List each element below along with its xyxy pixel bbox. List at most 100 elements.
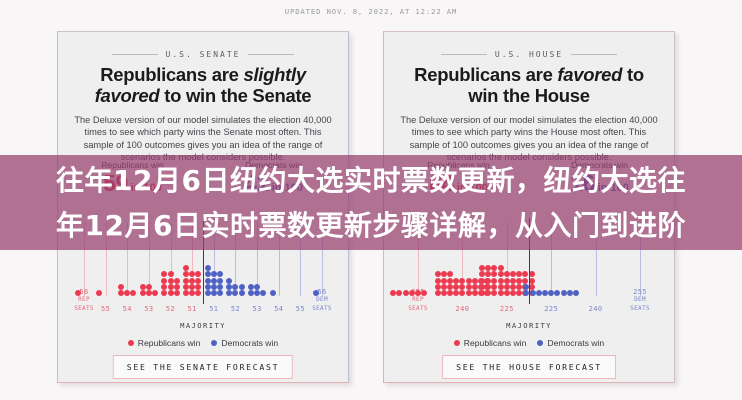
simulation-dot <box>204 290 211 296</box>
simulation-dot <box>232 283 239 290</box>
majority-label: MAJORITY <box>506 321 552 330</box>
see-senate-forecast-button[interactable]: SEE THE SENATE FORECAST <box>112 355 294 379</box>
simulation-dot <box>167 271 174 278</box>
simulation-dot <box>510 283 516 290</box>
simulation-dot <box>548 290 555 296</box>
axis-tick-label: 54 <box>274 304 284 313</box>
axis-tick-label: 56 DEM SEATS <box>312 287 332 312</box>
simulation-dot <box>195 290 202 296</box>
senate-headline-a: Republicans are <box>100 64 244 85</box>
house-eyebrow-label: U.S. HOUSE <box>494 50 564 59</box>
axis-tick-line <box>127 222 129 296</box>
senate-eyebrow: U.S. SENATE <box>58 50 348 59</box>
simulation-dot <box>189 277 196 284</box>
simulation-dot <box>402 290 409 296</box>
simulation-dot <box>182 283 189 290</box>
simulation-dot <box>189 283 196 290</box>
simulation-dot <box>491 271 498 278</box>
simulation-dot <box>312 290 319 296</box>
simulation-dot <box>161 283 168 290</box>
simulation-dot <box>465 290 472 296</box>
rule-left <box>440 54 487 55</box>
simulation-dot <box>523 290 530 296</box>
axis-tick-sublabel: REP SEATS <box>74 296 94 312</box>
simulation-dot <box>247 283 254 290</box>
simulation-dot <box>535 290 542 296</box>
simulation-dot <box>440 277 447 284</box>
simulation-dot <box>510 271 516 278</box>
simulation-dot <box>204 283 211 290</box>
axis-tick-line <box>278 222 280 296</box>
axis-tick-line <box>551 222 553 296</box>
simulation-dot <box>479 271 485 278</box>
simulation-dot <box>503 290 510 296</box>
simulation-dot <box>491 265 498 272</box>
simulation-dot <box>226 290 233 296</box>
simulation-dot <box>195 271 202 278</box>
house-legend-dem: Democrats win <box>537 338 604 348</box>
simulation-dot <box>173 290 180 296</box>
simulation-dot <box>485 283 492 290</box>
rep-dot-icon <box>453 340 460 346</box>
axis-tick-line <box>235 222 237 296</box>
simulation-dot <box>130 290 137 296</box>
axis-tick-line <box>418 222 419 296</box>
axis-tick-line <box>192 222 194 296</box>
simulation-dot <box>182 265 189 272</box>
simulation-dot <box>503 271 510 278</box>
simulation-dot <box>217 290 224 296</box>
simulation-dot <box>210 271 217 278</box>
simulation-dot <box>217 283 224 290</box>
simulation-dot <box>447 271 453 278</box>
simulation-dot <box>479 283 485 290</box>
house-headline-a: Republicans are <box>414 64 558 85</box>
simulation-dot <box>396 290 403 296</box>
simulation-dot <box>491 283 498 290</box>
axis-tick-label: 51 <box>187 304 197 313</box>
simulation-dot <box>152 290 159 296</box>
simulation-dot <box>453 283 460 290</box>
simulation-dot <box>465 277 472 284</box>
majority-line <box>203 218 205 304</box>
simulation-dot <box>479 277 485 284</box>
simulation-dot <box>408 290 415 296</box>
house-legend: Republicans win Democrats win <box>384 338 674 348</box>
simulation-dot <box>542 290 548 296</box>
axis-tick-sublabel: DEM SEATS <box>630 296 650 312</box>
simulation-dot <box>167 283 174 290</box>
axis-tick-label: 52 <box>230 304 241 313</box>
majority-label: MAJORITY <box>180 321 226 330</box>
simulation-dot <box>471 290 478 296</box>
see-house-forecast-button[interactable]: SEE THE HOUSE FORECAST <box>442 355 616 379</box>
simulation-dot <box>182 290 189 296</box>
axis-tick-line <box>84 222 85 296</box>
simulation-dot <box>497 265 504 272</box>
axis-tick-label: 56 REP SEATS <box>74 287 94 312</box>
simulation-dot <box>195 283 202 290</box>
house-eyebrow: U.S. HOUSE <box>384 50 674 59</box>
axis-tick-label: 240 <box>588 304 603 313</box>
simulation-dot <box>485 277 492 284</box>
simulation-dot <box>226 283 233 290</box>
simulation-dot <box>491 277 498 284</box>
simulation-dot <box>573 290 579 296</box>
rule-right <box>248 54 295 55</box>
simulation-dot <box>497 271 504 278</box>
house-headline-b: to win the House <box>468 64 644 106</box>
senate-legend-rep: Republicans win <box>127 338 200 348</box>
house-headline: Republicans are favored to win the House <box>398 64 660 106</box>
simulation-dot <box>434 290 441 296</box>
simulation-dot <box>491 290 498 296</box>
simulation-dot <box>503 277 510 284</box>
simulation-dot <box>254 283 261 290</box>
simulation-dot <box>485 271 492 278</box>
axis-tick-label: 255 DEM SEATS <box>630 287 650 312</box>
simulation-dot <box>516 283 523 290</box>
simulation-dot <box>528 277 535 284</box>
axis-tick-line <box>322 222 323 296</box>
simulation-dot <box>269 290 276 296</box>
simulation-dot <box>516 290 523 296</box>
simulation-dot <box>254 290 261 296</box>
simulation-dot <box>238 290 245 296</box>
simulation-dot <box>497 277 504 284</box>
